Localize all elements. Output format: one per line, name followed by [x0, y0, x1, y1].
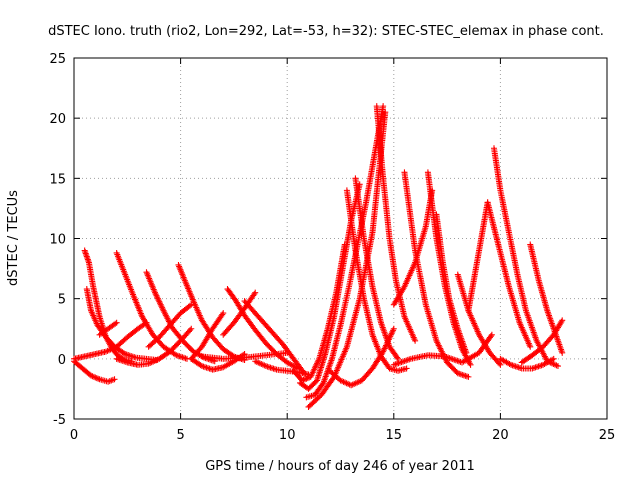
data-point — [252, 289, 259, 296]
data-series — [83, 286, 161, 364]
data-series — [143, 269, 218, 365]
data-point — [90, 373, 97, 380]
data-series — [527, 241, 566, 356]
data-series — [491, 145, 561, 370]
data-series — [96, 319, 120, 338]
x-tick-label: 0 — [70, 428, 78, 443]
x-tick-label: 20 — [492, 428, 509, 443]
data-point — [186, 302, 193, 309]
data-point — [93, 375, 100, 382]
plot-area: 0 5 10 15 20 25 -5 0 5 10 15 20 25 — [49, 52, 615, 443]
data-series — [198, 349, 291, 362]
y-tick-label: 5 — [58, 293, 66, 308]
x-tick-label: 5 — [176, 428, 184, 443]
data-point — [394, 354, 401, 361]
data-point — [380, 103, 387, 110]
data-markers — [71, 103, 566, 410]
data-point — [554, 363, 561, 370]
data-series — [241, 298, 308, 377]
data-series — [352, 175, 402, 362]
y-tick-label: 10 — [49, 233, 66, 248]
data-point — [113, 319, 120, 326]
x-tick-label: 25 — [599, 428, 616, 443]
data-point — [382, 109, 389, 116]
data-point — [112, 320, 119, 327]
x-tick-label: 10 — [279, 428, 296, 443]
data-series — [484, 199, 534, 350]
y-tick-label: 0 — [58, 353, 66, 368]
data-point — [559, 349, 566, 356]
data-point — [463, 349, 470, 356]
data-point — [527, 343, 534, 350]
data-point — [497, 361, 504, 368]
y-tick-label: -5 — [53, 413, 66, 428]
data-point — [550, 355, 557, 362]
data-series — [497, 355, 557, 372]
data-point — [120, 350, 127, 357]
data-point — [412, 337, 419, 344]
y-tick-label: 15 — [49, 172, 66, 187]
data-series — [113, 325, 195, 368]
data-point — [356, 181, 363, 188]
data-series — [71, 358, 118, 385]
data-point — [92, 374, 99, 381]
data-point — [301, 376, 308, 383]
data-series — [175, 261, 248, 364]
data-series — [343, 187, 410, 374]
data-series — [454, 271, 504, 368]
x-tick-label: 15 — [386, 428, 403, 443]
axis-ticks: 0 5 10 15 20 25 -5 0 5 10 15 20 25 — [49, 52, 615, 443]
data-point — [558, 318, 565, 325]
y-tick-label: 20 — [49, 112, 66, 127]
data-point — [187, 327, 194, 334]
data-series — [326, 325, 397, 389]
data-series — [145, 301, 195, 350]
data-point — [89, 373, 96, 380]
data-point — [465, 373, 472, 380]
data-point — [403, 365, 410, 372]
data-point — [188, 325, 195, 332]
data-series — [518, 317, 566, 366]
x-axis-label: GPS time / hours of day 246 of year 2011 — [205, 459, 475, 474]
data-point — [300, 376, 307, 383]
chart-title: dSTEC Iono. truth (rio2, Lon=292, Lat=-5… — [48, 24, 604, 39]
data-series — [465, 199, 491, 314]
data-point — [304, 375, 311, 382]
data-point — [496, 360, 503, 367]
data-point — [487, 333, 494, 340]
data-point — [95, 375, 102, 382]
data-point — [251, 291, 258, 298]
data-point — [303, 375, 310, 382]
data-point — [559, 317, 566, 324]
data-point — [488, 331, 495, 338]
data-point — [88, 372, 95, 379]
data-series — [188, 310, 227, 362]
y-tick-label: 25 — [49, 52, 66, 67]
data-point — [390, 325, 397, 332]
data-point — [197, 362, 204, 369]
data-point — [111, 376, 118, 383]
data-point — [220, 310, 227, 317]
data-point — [467, 361, 474, 368]
y-axis-label: dSTEC / TECUs — [6, 190, 21, 286]
data-series — [220, 289, 259, 338]
data-series — [433, 211, 470, 356]
data-point — [219, 311, 226, 318]
data-series — [71, 319, 150, 362]
data-series — [373, 103, 419, 344]
data-series — [424, 169, 474, 368]
